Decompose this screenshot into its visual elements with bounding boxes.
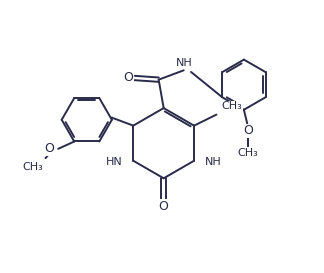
Text: O: O (243, 124, 253, 137)
Text: NH: NH (176, 58, 193, 68)
Text: NH: NH (205, 158, 222, 167)
Text: HN: HN (106, 158, 122, 167)
Text: CH₃: CH₃ (22, 162, 43, 171)
Text: O: O (44, 142, 54, 155)
Text: O: O (124, 72, 133, 85)
Text: O: O (159, 200, 168, 213)
Text: CH₃: CH₃ (222, 101, 242, 111)
Text: CH₃: CH₃ (237, 147, 258, 158)
